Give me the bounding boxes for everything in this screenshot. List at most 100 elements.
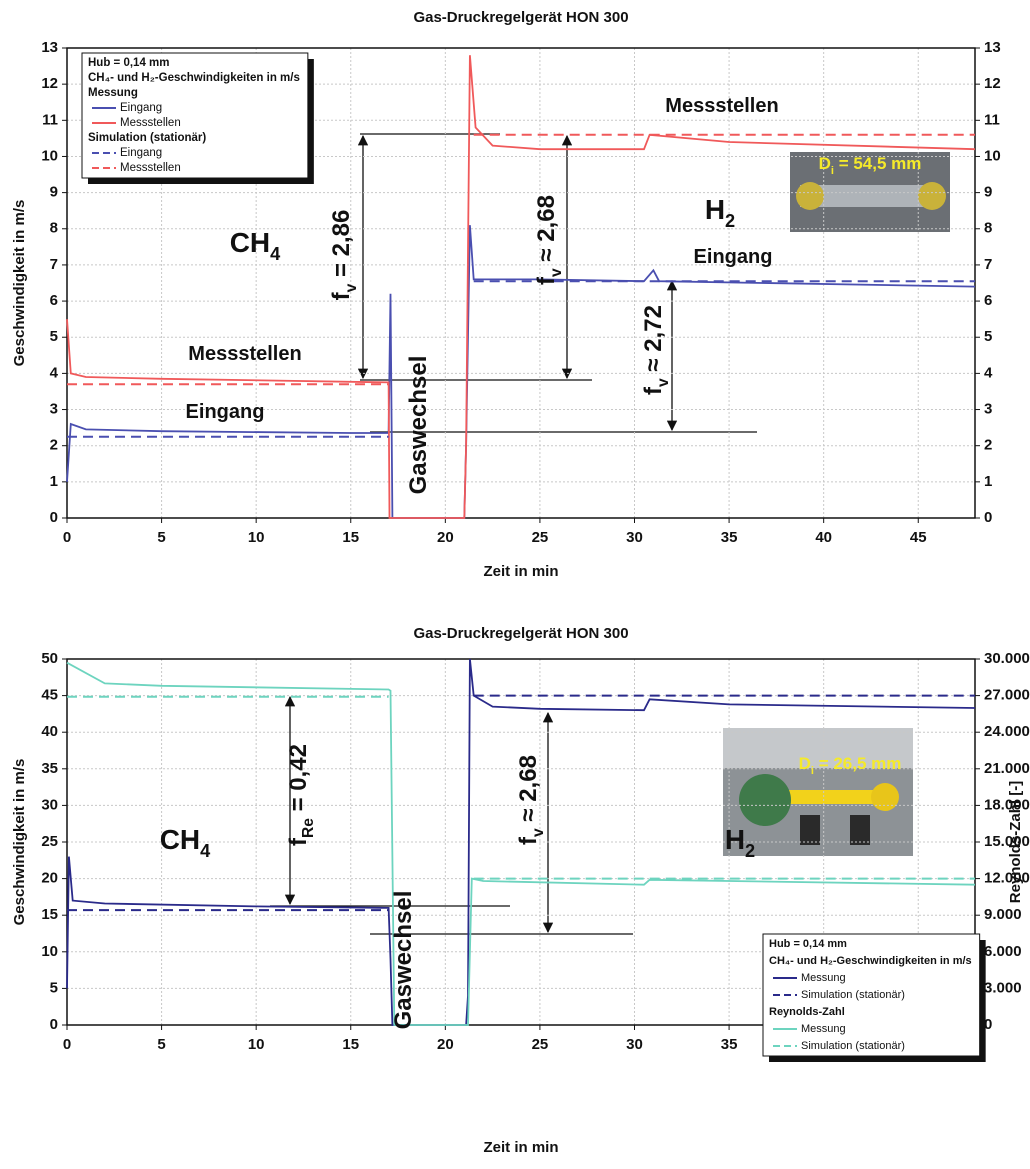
annotation-subscript: i bbox=[811, 765, 814, 777]
legend-label: Simulation (stationär) bbox=[801, 989, 905, 1001]
y-tick-label: 15 bbox=[41, 906, 58, 923]
series-line bbox=[66, 658, 976, 1026]
y-tick-label: 5 bbox=[50, 979, 58, 996]
y2-tick-label: 12.000 bbox=[984, 870, 1030, 887]
annotation-subscript: v bbox=[530, 828, 547, 837]
annotation: Eingang bbox=[694, 246, 773, 268]
annotation-subscript: 2 bbox=[725, 211, 735, 231]
x-tick-label: 5 bbox=[157, 529, 165, 546]
annotation-text: = 0,42 bbox=[285, 744, 312, 818]
y-tick-label: 20 bbox=[41, 870, 58, 887]
annotation: Messstellen bbox=[188, 343, 301, 365]
annotation: Di = 54,5 mm bbox=[819, 154, 922, 176]
y-tick-label: 6 bbox=[50, 292, 58, 309]
annotation-text: CH bbox=[230, 227, 270, 258]
y-tick-label: 1 bbox=[50, 473, 58, 490]
legend-heading: CH₄- und H₂-Geschwindigkeiten in m/s bbox=[769, 955, 972, 967]
photo bbox=[723, 728, 913, 856]
chart-title: Gas-Druckregelgerät HON 300 bbox=[413, 625, 628, 642]
annotation-text: Gaswechsel bbox=[390, 891, 417, 1030]
annotation: Di = 26,5 mm bbox=[799, 754, 902, 776]
annotation: Eingang bbox=[186, 401, 265, 423]
y2-tick-label: 13 bbox=[984, 39, 1001, 56]
series-line bbox=[67, 695, 975, 880]
series-line bbox=[67, 133, 975, 386]
annotation-subscript: v bbox=[343, 283, 360, 292]
legend-label: Simulation (stationär) bbox=[801, 1040, 905, 1052]
legend-label: Eingang bbox=[120, 102, 162, 114]
annotation-text: D bbox=[819, 154, 831, 173]
y2-tick-label: 10 bbox=[984, 147, 1001, 164]
y2-tick-label: 11 bbox=[984, 111, 1000, 128]
y2-tick-label: 9.000 bbox=[984, 906, 1022, 923]
y-axis-label: Geschwindigkeit in m/s bbox=[11, 200, 28, 367]
annotation-text: f bbox=[515, 836, 542, 845]
x-tick-label: 30 bbox=[626, 1036, 643, 1053]
x-tick-label: 10 bbox=[248, 529, 265, 546]
y-tick-label: 50 bbox=[41, 650, 58, 667]
legend-heading: Messung bbox=[88, 87, 138, 99]
y2-tick-label: 18.000 bbox=[984, 796, 1030, 813]
legend-label: Eingang bbox=[120, 147, 162, 159]
annotation-text: ≈ 2,68 bbox=[515, 755, 542, 828]
series-line bbox=[66, 661, 976, 1026]
y2-tick-label: 21.000 bbox=[984, 760, 1030, 777]
x-tick-label: 0 bbox=[63, 529, 71, 546]
annotation-text: ≈ 2,68 bbox=[533, 195, 560, 268]
annotation-subscript: i bbox=[831, 165, 834, 177]
series-line bbox=[67, 280, 975, 438]
annotation-text: = 54,5 mm bbox=[834, 154, 921, 173]
y-tick-label: 11 bbox=[42, 111, 58, 128]
annotation-subscript: v bbox=[655, 378, 672, 387]
annotation-text: f bbox=[285, 837, 312, 846]
y2-tick-label: 0 bbox=[984, 509, 992, 526]
annotation-lines bbox=[270, 133, 757, 935]
annotation-subscript: 2 bbox=[745, 841, 755, 861]
y-tick-label: 10 bbox=[41, 147, 58, 164]
y2-tick-label: 7 bbox=[984, 256, 992, 273]
x-tick-label: 20 bbox=[437, 1036, 454, 1053]
x-tick-label: 40 bbox=[815, 529, 832, 546]
x-tick-label: 15 bbox=[342, 529, 359, 546]
y2-tick-label: 6.000 bbox=[984, 943, 1022, 960]
x-tick-label: 20 bbox=[437, 529, 454, 546]
y2-tick-label: 0 bbox=[984, 1016, 992, 1033]
annotation: H2 bbox=[725, 824, 755, 860]
x-tick-label: 25 bbox=[532, 1036, 549, 1053]
annotation-subscript: Re bbox=[300, 818, 317, 838]
y2-tick-label: 3 bbox=[984, 401, 992, 418]
y-tick-label: 7 bbox=[50, 256, 58, 273]
legend-box bbox=[762, 933, 981, 1057]
x-tick-label: 25 bbox=[532, 529, 549, 546]
y-tick-label: 4 bbox=[50, 364, 59, 381]
annotation-text: Messstellen bbox=[665, 95, 778, 117]
annotation: fv ≈ 2,72 bbox=[640, 305, 671, 395]
y-tick-label: 3 bbox=[50, 401, 58, 418]
y2-tick-label: 12 bbox=[984, 75, 1001, 92]
y-tick-label: 0 bbox=[50, 1016, 58, 1033]
legend-title: Hub = 0,14 mm bbox=[769, 938, 847, 950]
y2-tick-label: 2 bbox=[984, 437, 992, 454]
y-tick-label: 13 bbox=[41, 39, 58, 56]
series-line bbox=[67, 694, 975, 912]
x-tick-label: 5 bbox=[157, 1036, 165, 1053]
annotation: Gaswechsel bbox=[405, 356, 432, 495]
y-tick-label: 25 bbox=[41, 833, 58, 850]
legend-heading: Simulation (stationär) bbox=[88, 132, 206, 144]
x-tick-label: 30 bbox=[626, 529, 643, 546]
x-tick-label: 10 bbox=[248, 1036, 265, 1053]
annotation: fv ≈ 2,68 bbox=[533, 195, 564, 285]
annotation-text: f bbox=[533, 276, 560, 285]
y-tick-label: 30 bbox=[41, 796, 58, 813]
chart-title: Gas-Druckregelgerät HON 300 bbox=[413, 9, 628, 26]
legend-rows: Hub = 0,14 mm CH₄- und H₂-Geschwindigkeit… bbox=[88, 57, 300, 174]
annotation-text: Eingang bbox=[694, 246, 773, 268]
y-tick-label: 35 bbox=[41, 760, 58, 777]
y2-tick-label: 30.000 bbox=[984, 650, 1030, 667]
legend-label: Messung bbox=[801, 972, 846, 984]
annotation-text: D bbox=[799, 754, 811, 773]
y-tick-label: 12 bbox=[41, 75, 58, 92]
annotation-text: = 2,86 bbox=[328, 210, 355, 284]
y2-tick-label: 5 bbox=[984, 328, 992, 345]
